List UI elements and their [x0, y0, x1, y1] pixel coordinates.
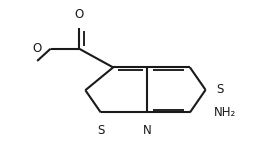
Text: S: S — [216, 83, 224, 96]
Text: S: S — [97, 124, 104, 137]
Text: O: O — [33, 42, 42, 55]
Text: O: O — [74, 8, 84, 21]
Text: NH₂: NH₂ — [214, 106, 236, 119]
Text: N: N — [143, 124, 152, 137]
